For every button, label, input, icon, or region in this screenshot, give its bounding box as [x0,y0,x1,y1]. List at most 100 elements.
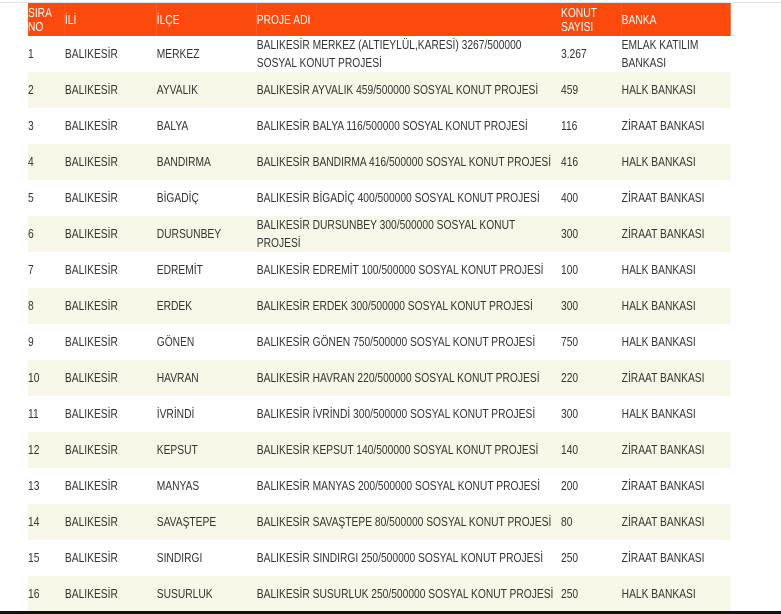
cell-proje-adi: BALIKESİR GÖNEN 750/500000 SOSYAL KONUT … [256,335,536,349]
cell-ilce: MANYAS [156,479,200,493]
cell-proje-adi: BALIKESİR BANDIRMA 416/500000 SOSYAL KON… [256,144,561,180]
cell-konut-sayisi: 200 [561,479,579,493]
cell-sira-no: 5 [28,191,34,205]
cell-sira-no: 6 [28,216,65,252]
table-row: 13 BALIKESİR MANYAS BALIKESİR MANYAS 200/50… [28,468,731,504]
table-row: 1 BALIKESİR MERKEZ BALIKESİR MERKEZ (ALTIEY… [28,36,731,72]
cell-banka: ZİRAAT BANKASI [621,432,731,468]
cell-ili: BALIKESİR [64,432,157,468]
table-row: 14 BALIKESİR SAVAŞTEPE BALIKESİR SAVAŞTEPE … [28,504,731,540]
cell-ilce: SUSURLUK [156,576,257,612]
cell-sira-no: 12 [28,432,65,468]
cell-banka: HALK BANKASI [621,263,696,277]
cell-proje-adi: BALIKESİR MANYAS 200/500000 SOSYAL KONUT… [256,479,541,493]
cell-konut-sayisi: 100 [561,263,579,277]
cell-ilce: BALYA [156,119,189,133]
table-container: SIRA NO İLİ İLÇE PROJE ADI KONUT SAYISI BANKA… [28,3,731,612]
cell-ilce: HAVRAN [156,360,257,396]
header-ilce: İLÇE [156,3,257,36]
cell-proje-adi: BALIKESİR SUSURLUK 250/500000 SOSYAL KON… [256,576,561,612]
cell-ili: BALIKESİR [64,504,157,540]
cell-sira-no: 8 [28,288,65,324]
cell-ili: BALIKESİR [64,216,157,252]
cell-ilce: BİGADİÇ [156,191,199,205]
cell-konut-sayisi: 3.267 [561,47,587,61]
header-banka: BANKA [621,3,731,36]
cell-banka: HALK BANKASI [621,288,731,324]
cell-ili: BALIKESİR [64,144,157,180]
cell-banka: ZİRAAT BANKASI [621,504,731,540]
table-row: 10 BALIKESİR HAVRAN BALIKESİR HAVRAN 220/50… [28,360,731,396]
cell-konut-sayisi: 750 [561,335,579,349]
cell-ilce: BANDIRMA [156,144,257,180]
cell-ilce: AYVALIK [156,72,257,108]
cell-sira-no: 9 [28,335,34,349]
table-row: 15 BALIKESİR SINDIRGI BALIKESİR SINDIRGI 25… [28,540,731,576]
cell-ilce: ERDEK [156,288,257,324]
cell-banka: ZİRAAT BANKASI [621,191,705,205]
cell-ilce: İVRİNDİ [156,407,195,421]
cell-ili: BALIKESİR [64,335,118,349]
cell-proje-adi: BALIKESİR BİGADİÇ 400/500000 SOSYAL KONU… [256,191,540,205]
cell-proje-adi: BALIKESİR EDREMİT 100/500000 SOSYAL KONU… [256,263,544,277]
cell-konut-sayisi: 116 [561,119,578,133]
table-row: 16 BALIKESİR SUSURLUK BALIKESİR SUSURLUK 25… [28,576,731,612]
cell-sira-no: 11 [28,407,39,421]
cell-sira-no: 1 [28,47,34,61]
cell-banka: ZİRAAT BANKASI [621,216,731,252]
cell-ilce: DURSUNBEY [156,216,257,252]
cell-konut-sayisi: 300 [561,407,579,421]
cell-banka: ZİRAAT BANKASI [621,479,705,493]
cell-sira-no: 2 [28,72,65,108]
cell-banka: HALK BANKASI [621,576,731,612]
cell-konut-sayisi: 300 [561,216,622,252]
cell-sira-no: 10 [28,360,65,396]
cell-ili: BALIKESİR [64,407,118,421]
cell-banka: ZİRAAT BANKASI [621,551,705,565]
cell-banka: ZİRAAT BANKASI [621,119,705,133]
bottom-bar [0,611,781,614]
table-row: 8 BALIKESİR ERDEK BALIKESİR ERDEK 300/50000… [28,288,731,324]
cell-proje-adi: BALIKESİR KEPSUT 140/500000 SOSYAL KONUT… [256,432,561,468]
cell-ili: BALIKESİR [64,191,118,205]
cell-konut-sayisi: 300 [561,288,622,324]
header-ili: İLİ [64,3,157,36]
cell-proje-adi: BALIKESİR HAVRAN 220/500000 SOSYAL KONUT… [256,360,561,396]
table-row: 2 BALIKESİR AYVALIK BALIKESİR AYVALIK 459/5… [28,72,731,108]
cell-sira-no: 4 [28,144,65,180]
cell-banka: HALK BANKASI [621,407,696,421]
cell-ili: BALIKESİR [64,551,118,565]
cell-ili: BALIKESİR [64,263,118,277]
cell-ilce: EDREMİT [156,263,203,277]
table-row: 6 BALIKESİR DURSUNBEY BALIKESİR DURSUNBEY 3… [28,216,731,252]
cell-proje-adi: BALIKESİR BALYA 116/500000 SOSYAL KONUT … [256,119,528,133]
table-row: 11 BALIKESİR İVRİNDİ BALIKESİR İVRİNDİ 300/… [28,396,731,432]
cell-konut-sayisi: 459 [561,72,622,108]
cell-sira-no: 14 [28,504,65,540]
table-row: 9 BALIKESİR GÖNEN BALIKESİR GÖNEN 750/50000… [28,324,731,360]
header-konut-sayisi: KONUT SAYISI [561,3,622,36]
cell-konut-sayisi: 400 [561,191,579,205]
cell-konut-sayisi: 220 [561,360,622,396]
cell-banka: EMLAK KATILIM BANKASI [621,38,699,70]
cell-banka: HALK BANKASI [621,72,731,108]
cell-sira-no: 16 [28,576,65,612]
cell-sira-no: 13 [28,479,40,493]
cell-proje-adi: BALIKESİR SAVAŞTEPE 80/500000 SOSYAL KON… [256,504,561,540]
header-sira-no: SIRA NO [28,3,65,36]
table-row: 12 BALIKESİR KEPSUT BALIKESİR KEPSUT 140/50… [28,432,731,468]
cell-konut-sayisi: 250 [561,551,579,565]
cell-proje-adi: BALIKESİR DURSUNBEY 300/500000 SOSYAL KO… [256,216,561,252]
cell-ilce: SINDIRGI [156,551,203,565]
cell-ilce: SAVAŞTEPE [156,504,257,540]
cell-konut-sayisi: 250 [561,576,622,612]
cell-konut-sayisi: 416 [561,144,622,180]
cell-proje-adi: BALIKESİR İVRİNDİ 300/500000 SOSYAL KONU… [256,407,536,421]
cell-konut-sayisi: 140 [561,432,622,468]
social-housing-table: SIRA NO İLİ İLÇE PROJE ADI KONUT SAYISI BANKA… [28,3,731,612]
table-row: 4 BALIKESİR BANDIRMA BALIKESİR BANDIRMA 416… [28,144,731,180]
cell-ilce: KEPSUT [156,432,257,468]
table-row: 7 BALIKESİR EDREMİT BALIKESİR EDREMİT 100/5… [28,252,731,288]
cell-proje-adi: BALIKESİR AYVALIK 459/500000 SOSYAL KONU… [256,72,561,108]
table-row: 5 BALIKESİR BİGADİÇ BALIKESİR BİGADİÇ 400/5… [28,180,731,216]
